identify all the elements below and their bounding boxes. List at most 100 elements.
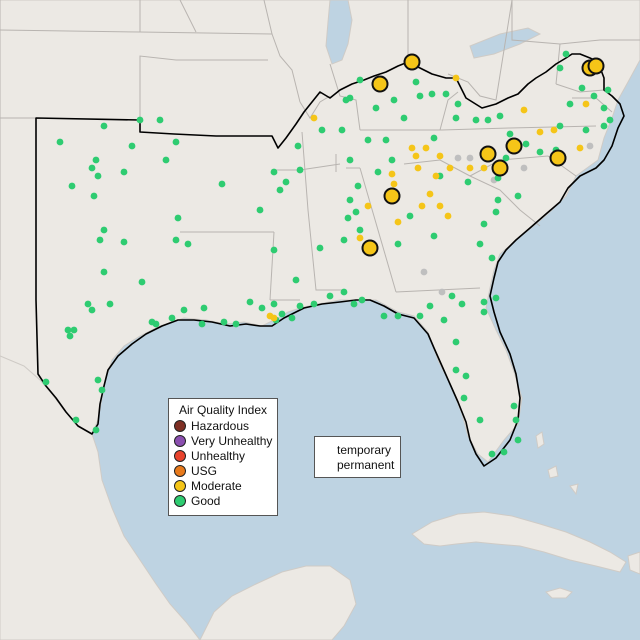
shape-legend-permanent: permanent xyxy=(337,458,394,472)
good-marker xyxy=(338,126,346,134)
good-marker xyxy=(128,142,136,150)
good-marker xyxy=(120,168,128,176)
region-outline xyxy=(35,53,625,467)
good-marker xyxy=(56,138,64,146)
good-marker xyxy=(344,214,352,222)
yucatan-land xyxy=(199,565,357,640)
good-marker xyxy=(462,372,470,380)
good-marker xyxy=(180,306,188,314)
good-marker xyxy=(92,426,100,434)
legend-label: Very Unhealthy xyxy=(191,434,273,448)
moderate-marker xyxy=(422,144,430,152)
good-marker xyxy=(358,296,366,304)
good-marker xyxy=(88,164,96,172)
good-marker xyxy=(326,292,334,300)
good-marker xyxy=(452,366,460,374)
good-marker xyxy=(156,116,164,124)
good-marker xyxy=(476,416,484,424)
good-marker xyxy=(428,90,436,98)
good-marker xyxy=(590,92,598,100)
good-marker xyxy=(600,104,608,112)
moderate-marker xyxy=(388,170,396,178)
good-marker xyxy=(200,304,208,312)
permanent-label: permanent xyxy=(337,458,395,472)
good-marker xyxy=(174,214,182,222)
good-marker xyxy=(492,294,500,302)
good-marker xyxy=(162,156,170,164)
good-marker xyxy=(106,300,114,308)
good-marker xyxy=(556,122,564,130)
moderate-marker xyxy=(480,164,488,172)
good-marker xyxy=(464,178,472,186)
good-marker xyxy=(480,308,488,316)
moderate-marker xyxy=(412,152,420,160)
moderate-large-marker xyxy=(491,159,509,177)
moderate-marker xyxy=(270,314,278,322)
good-marker xyxy=(480,298,488,306)
good-marker xyxy=(374,168,382,176)
legend-item-hazardous: Hazardous xyxy=(174,419,249,433)
good-marker xyxy=(246,298,254,306)
moderate-marker xyxy=(408,144,416,152)
good-marker xyxy=(394,312,402,320)
good-marker xyxy=(388,156,396,164)
good-marker xyxy=(346,156,354,164)
good-marker xyxy=(92,156,100,164)
good-marker xyxy=(492,208,500,216)
good-marker xyxy=(460,394,468,402)
moderate-marker xyxy=(436,152,444,160)
good-marker xyxy=(310,300,318,308)
good-marker xyxy=(448,292,456,300)
good-marker xyxy=(168,314,176,322)
good-marker xyxy=(416,92,424,100)
lake-michigan xyxy=(325,0,353,65)
good-marker xyxy=(472,116,480,124)
usg-swatch-icon xyxy=(174,465,186,477)
good-marker xyxy=(452,114,460,122)
good-marker xyxy=(72,416,80,424)
good-marker xyxy=(430,134,438,142)
good-marker xyxy=(578,84,586,92)
good-marker xyxy=(66,332,74,340)
legend-item-good: Good xyxy=(174,494,220,508)
good-marker xyxy=(606,116,614,124)
moderate-marker xyxy=(520,106,528,114)
jamaica-land xyxy=(545,587,573,599)
moderate-marker xyxy=(446,164,454,172)
sensor-markers xyxy=(42,50,614,458)
moderate-marker xyxy=(414,164,422,172)
moderate-marker xyxy=(550,126,558,134)
legend-label: Unhealthy xyxy=(191,449,246,463)
good-marker xyxy=(218,180,226,188)
moderate-marker xyxy=(536,128,544,136)
good-marker xyxy=(476,240,484,248)
legend-label: Hazardous xyxy=(191,419,250,433)
good-marker xyxy=(198,320,206,328)
good-marker xyxy=(566,100,574,108)
good-marker xyxy=(68,182,76,190)
moderate-marker xyxy=(356,234,364,242)
good-marker xyxy=(96,236,104,244)
no-data-marker xyxy=(520,164,528,172)
good-marker xyxy=(600,122,608,130)
good-marker xyxy=(256,206,264,214)
good-marker xyxy=(480,220,488,228)
good-marker xyxy=(488,450,496,458)
moderate-marker xyxy=(426,190,434,198)
legend-label: Good xyxy=(191,494,221,508)
good-marker xyxy=(502,154,510,162)
good-marker xyxy=(506,130,514,138)
good-marker xyxy=(88,306,96,314)
moderate-marker xyxy=(364,202,372,210)
legend-item-moderate: Moderate xyxy=(174,479,242,493)
moderate-swatch-icon xyxy=(174,480,186,492)
moderate-marker xyxy=(444,212,452,220)
good-marker xyxy=(184,240,192,248)
good-marker xyxy=(430,232,438,240)
good-marker xyxy=(510,402,518,410)
good-marker xyxy=(484,116,492,124)
good-marker xyxy=(582,126,590,134)
good-marker xyxy=(394,240,402,248)
moderate-large-marker xyxy=(505,137,523,155)
good-marker xyxy=(136,116,144,124)
